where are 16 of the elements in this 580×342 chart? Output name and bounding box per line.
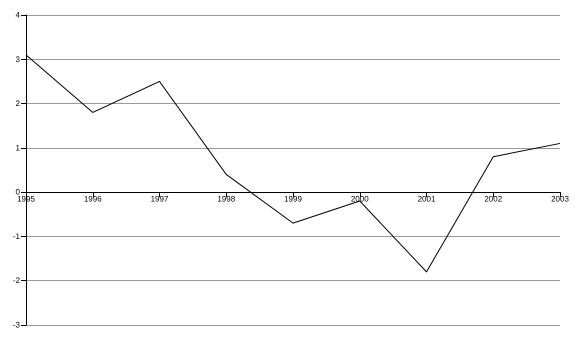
y-tick-label: -3 [12,320,21,330]
y-tick-label: 2 [16,99,21,108]
x-tick-label: 1999 [284,194,302,204]
x-tick-label: 2000 [350,194,370,204]
x-tick-label: 2001 [418,194,436,204]
y-tick-label: 1 [16,143,21,152]
x-tick-label: 1997 [150,194,169,204]
x-tick-label: 2003 [551,194,570,204]
x-tick-label: 1996 [84,194,102,204]
y-tick-label: -2 [12,276,21,286]
y-tick-label: -1 [12,232,21,241]
y-tick-label: 3 [16,54,21,64]
y-tick-label: 0 [16,188,21,197]
x-tick-label: 2002 [484,194,503,204]
y-tick-label: 4 [16,10,21,20]
x-tick-label: 1998 [217,194,236,204]
